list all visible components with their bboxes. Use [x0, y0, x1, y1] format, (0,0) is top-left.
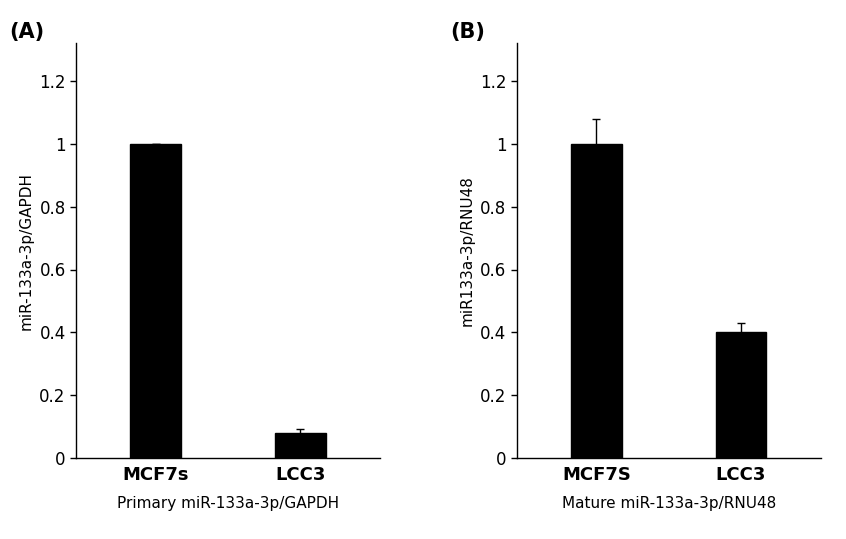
Text: (B): (B) — [450, 23, 485, 43]
Y-axis label: miR-133a-3p/GAPDH: miR-133a-3p/GAPDH — [19, 171, 34, 330]
Y-axis label: miR133a-3p/RNU48: miR133a-3p/RNU48 — [459, 175, 475, 326]
Bar — [130, 144, 181, 458]
Bar — [571, 144, 622, 458]
X-axis label: Mature miR-133a-3p/RNU48: Mature miR-133a-3p/RNU48 — [562, 495, 776, 510]
X-axis label: Primary miR-133a-3p/GAPDH: Primary miR-133a-3p/GAPDH — [117, 495, 339, 510]
Bar — [275, 433, 326, 458]
Bar — [716, 333, 766, 458]
Text: (A): (A) — [9, 23, 44, 43]
